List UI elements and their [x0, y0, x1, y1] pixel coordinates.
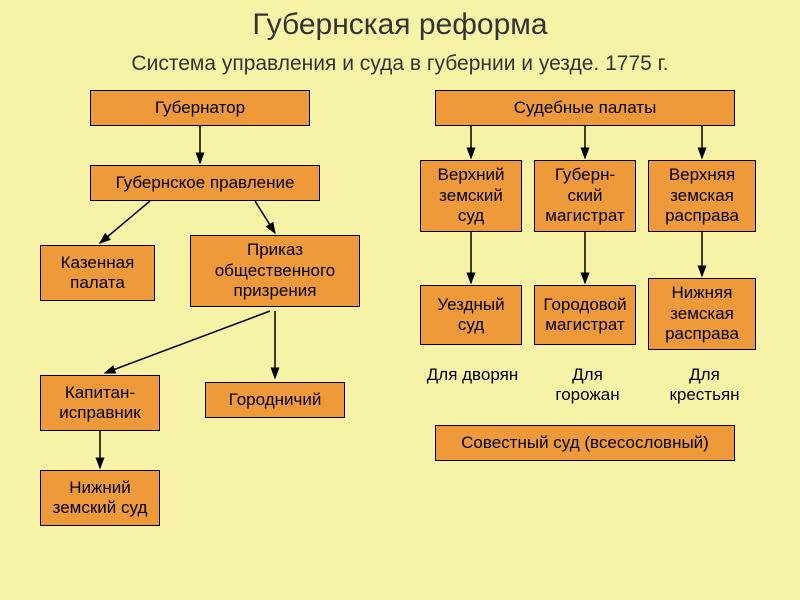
node-courts: Судебные палаты — [435, 90, 735, 126]
page-subtitle: Система управления и суда в губернии и у… — [0, 52, 800, 76]
node-nizh-rasprava: Нижняя земская расправа — [648, 278, 756, 350]
node-kazennaya: Казенная палата — [40, 245, 155, 301]
caption-gorozhan: Для горожан — [540, 365, 635, 404]
node-nizh-zem-sud: Нижний земский суд — [40, 470, 160, 526]
node-gorodnichiy: Городничий — [205, 382, 345, 418]
node-governor: Губернатор — [90, 90, 310, 126]
node-verh-rasprava: Верхняя земская расправа — [648, 160, 756, 232]
node-gorod-magistrat: Городовой магистрат — [534, 285, 636, 345]
caption-dvoryan: Для дворян — [425, 365, 520, 385]
node-gub-magistrat: Губерн-ский магистрат — [534, 160, 636, 232]
node-verh-zem-sud: Верхний земский суд — [420, 160, 522, 232]
node-sovestny: Совестный суд (всесословный) — [435, 425, 735, 461]
node-gubpravlenie: Губернское правление — [90, 165, 320, 201]
node-kapitan: Капитан-исправник — [40, 375, 160, 431]
node-uezd-sud: Уездный суд — [420, 285, 522, 345]
page-title: Губернская реформа — [0, 8, 800, 42]
caption-krestyan: Для крестьян — [652, 365, 757, 404]
node-prikaz: Приказ общественного призрения — [190, 235, 360, 307]
